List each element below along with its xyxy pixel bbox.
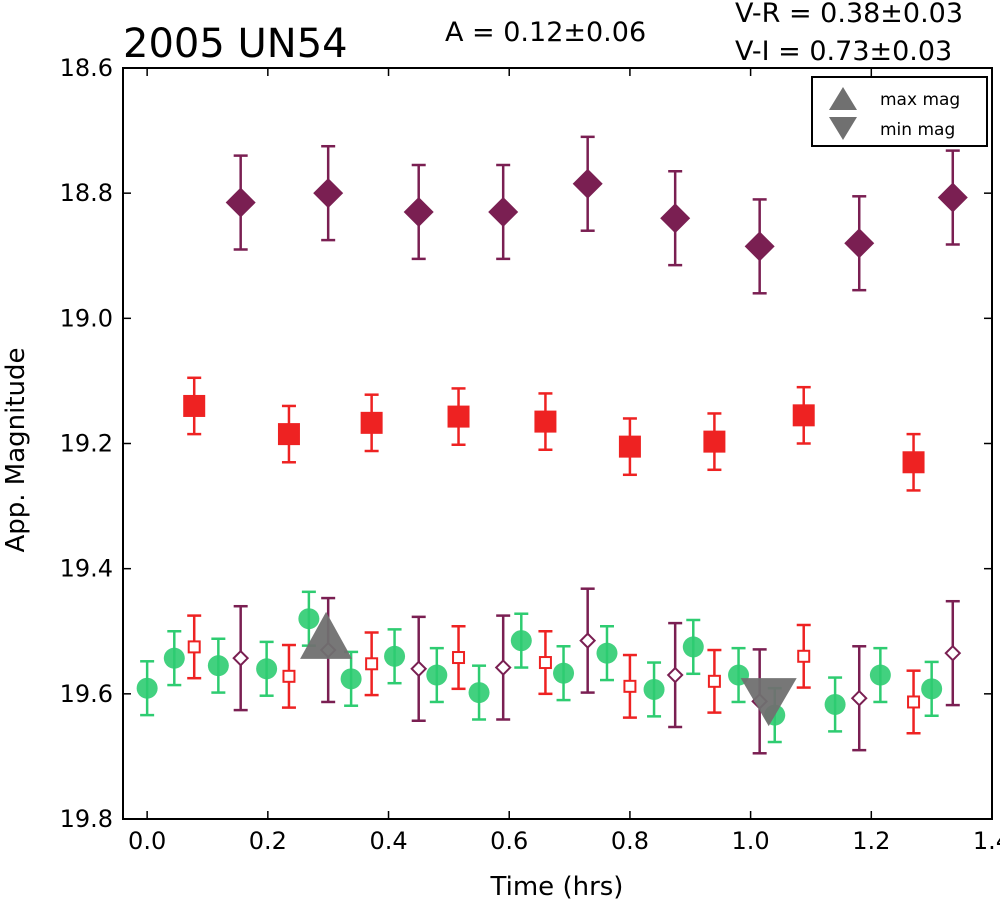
data-point: [844, 228, 875, 259]
data-point: [553, 662, 575, 684]
x-tick-label: 1.0: [732, 827, 770, 855]
data-point: [538, 656, 552, 670]
data-point: [623, 679, 637, 693]
data-point: [703, 430, 726, 453]
data-point: [410, 660, 428, 678]
data-point: [902, 451, 925, 474]
series-4: [232, 587, 962, 755]
data-point: [510, 630, 532, 652]
x-tick-label: 0.4: [369, 827, 407, 855]
chart-title: 2005 UN54: [123, 21, 348, 67]
data-point: [572, 168, 603, 199]
data-point: [187, 640, 201, 654]
data-point: [488, 196, 519, 227]
y-tick-label: 19.4: [60, 555, 113, 583]
series-0: [225, 135, 968, 295]
x-axis-label: Time (hrs): [490, 872, 624, 901]
data-point: [792, 404, 815, 427]
legend-triangle-up-icon: [829, 87, 857, 110]
data-point: [365, 657, 379, 671]
amplitude-annotation: A = 0.12±0.06: [445, 17, 646, 48]
data-point: [452, 651, 466, 665]
data-point: [579, 632, 597, 650]
data-point: [534, 410, 557, 433]
y-tick-label: 19.8: [60, 805, 113, 833]
data-point: [340, 668, 362, 690]
data-point: [494, 659, 512, 676]
data-point: [277, 423, 300, 446]
data-point: [136, 677, 158, 699]
legend-triangle-down-icon: [829, 117, 857, 140]
x-tick-labels: 0.0 0.2 0.4 0.6 0.8 1.0 1.2 1.4: [128, 827, 1000, 855]
data-point: [707, 674, 721, 688]
legend-label-min-mag: min mag: [880, 120, 955, 140]
x-tick-label: 0.2: [249, 827, 287, 855]
data-point: [596, 642, 618, 664]
data-point: [744, 231, 775, 262]
data-point: [447, 405, 470, 428]
x-tick-label: 0.0: [128, 827, 166, 855]
data-point: [384, 645, 406, 667]
y-axis-label: App. Magnitude: [1, 347, 31, 552]
y-tick-label: 19.6: [60, 680, 113, 708]
data-point: [937, 182, 968, 213]
data-point: [666, 666, 684, 684]
data-point: [850, 689, 868, 707]
data-point: [921, 678, 943, 700]
data-point: [403, 196, 434, 227]
y-tick-label: 19.0: [60, 304, 113, 332]
y-tick-label: 18.6: [60, 54, 113, 82]
legend: max mag min mag: [811, 76, 988, 147]
max-mag-marker: [300, 611, 353, 659]
data-point: [797, 649, 811, 663]
data-point: [682, 636, 704, 658]
axis-ticks: [123, 67, 993, 820]
data-point: [426, 664, 448, 686]
v-r-annotation: V-R = 0.38±0.03: [735, 0, 963, 29]
x-tick-label: 0.6: [490, 827, 528, 855]
y-tick-labels: 18.6 18.8 19.0 19.2 19.4 19.6 19.8: [60, 54, 113, 833]
series-1: [183, 376, 925, 492]
data-point: [618, 435, 641, 458]
series-2: [136, 590, 943, 744]
data-point: [225, 187, 256, 218]
legend-label-max-mag: max mag: [880, 90, 960, 110]
series-3: [187, 614, 921, 735]
data-point: [163, 647, 185, 669]
min-mag-marker: [740, 678, 797, 727]
data-point: [869, 664, 891, 686]
v-i-annotation: V-I = 0.73±0.03: [735, 36, 952, 67]
x-tick-label: 1.4: [973, 827, 1000, 855]
series-6: [740, 678, 797, 727]
data-point: [256, 658, 278, 680]
data-point: [468, 682, 490, 704]
data-point: [232, 649, 250, 667]
data-point: [183, 394, 206, 417]
data-point: [944, 644, 962, 662]
data-point: [298, 608, 320, 630]
data-point: [824, 693, 846, 715]
data-point: [660, 203, 691, 234]
data-point: [207, 655, 229, 677]
data-point: [907, 695, 921, 709]
plot-frame: [122, 67, 993, 820]
y-tick-label: 19.2: [60, 430, 113, 458]
data-point: [282, 669, 296, 683]
series-5: [300, 611, 353, 659]
y-tick-label: 18.8: [60, 179, 113, 207]
data-point: [360, 411, 383, 434]
data-marks: [136, 135, 968, 755]
x-tick-label: 0.8: [611, 827, 649, 855]
data-point: [643, 678, 665, 700]
x-tick-label: 1.2: [852, 827, 890, 855]
data-point: [313, 178, 344, 209]
